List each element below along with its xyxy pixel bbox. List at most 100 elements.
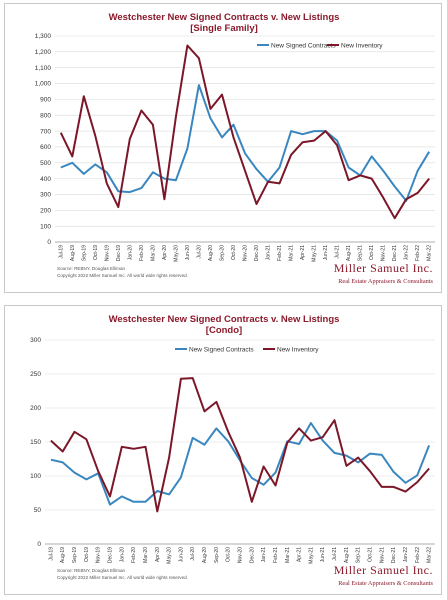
- y-tick-label: 300: [40, 192, 51, 199]
- x-tick-label: May-20: [167, 547, 173, 564]
- x-tick-label: Nov-20: [238, 547, 244, 563]
- x-tick-label: Jan-20: [127, 245, 133, 261]
- x-tick-label: Jul-21: [332, 547, 338, 561]
- x-tick-label: Aug-20: [202, 547, 208, 563]
- y-tick-label: 1,300: [35, 33, 52, 40]
- x-tick-label: Nov-19: [96, 547, 102, 563]
- x-tick-label: Dec-20: [254, 245, 260, 261]
- plot-area: 0 100 200 300 400 500 600 700 800 900 1,000 1,100 1,…: [35, 33, 435, 262]
- x-tick-label: Jul-21: [335, 245, 341, 259]
- x-tick-label: Oct-21: [369, 245, 375, 260]
- x-tick-label: Dec-19: [108, 547, 114, 563]
- source-note: Source: REBNY, Douglas Elliman: [57, 266, 126, 271]
- y-tick-label: 100: [40, 223, 51, 230]
- x-tick-label: Nov-21: [379, 547, 385, 563]
- x-tick-label: Dec-19: [116, 245, 122, 261]
- x-tick-label: May-20: [173, 245, 179, 262]
- plot-area: 0 50 100 150 200 250 300 Jul-19 Aug-19 Sep-19 Oct-…: [30, 337, 435, 564]
- x-tick-label: Sep-21: [356, 547, 362, 563]
- x-tick-label: Feb-20: [131, 547, 137, 563]
- copyright-note: Copyright 2022 Miller Samuel Inc. All wo…: [57, 273, 188, 278]
- x-tick-label: Nov-21: [381, 245, 387, 261]
- y-tick-label: 600: [40, 144, 51, 151]
- x-tick-label: Mar-20: [143, 547, 149, 563]
- x-tick-label: Apr-21: [300, 245, 306, 260]
- y-tick-label: 200: [30, 405, 41, 412]
- series-line-new-inventory: [59, 44, 430, 220]
- y-tick-label: 50: [34, 507, 42, 514]
- x-tick-label: Jun-20: [185, 245, 191, 261]
- x-tick-label: Oct-21: [368, 547, 374, 562]
- x-tick-label: Mar-22: [427, 245, 433, 261]
- y-tick-label: 400: [40, 176, 51, 183]
- x-tick-label: Oct-19: [84, 547, 90, 562]
- x-tick-label: Feb-22: [415, 245, 421, 261]
- condo-chart: Westchester New Signed Contracts v. New …: [30, 314, 435, 587]
- legend-label-new-inventory: New Inventory: [277, 346, 319, 353]
- chart-title: Westchester New Signed Contracts v. New …: [109, 314, 340, 325]
- legend-label-new-inventory: New Inventory: [341, 42, 383, 49]
- y-tick-label: 1,100: [35, 65, 52, 72]
- x-tick-label: May-21: [312, 245, 318, 262]
- x-tick-label: Sep-19: [81, 245, 87, 261]
- x-tick-label: Apr-20: [155, 547, 161, 562]
- y-tick-label: 150: [30, 439, 41, 446]
- x-tick-label: Mar-21: [285, 547, 291, 563]
- x-tick-label: Sep-20: [219, 245, 225, 261]
- legend-label-new-signed-contracts: New Signed Contracts: [271, 42, 336, 49]
- y-tick-label: 500: [40, 160, 51, 167]
- x-tick-label: Jan-21: [266, 245, 272, 261]
- x-tick-label: May-21: [308, 547, 314, 564]
- y-tick-label: 700: [40, 128, 51, 135]
- x-tick-label: Oct-20: [226, 547, 232, 562]
- y-tick-label: 1,000: [35, 81, 52, 88]
- y-tick-label: 0: [37, 541, 41, 548]
- x-tick-label: Jun-21: [320, 547, 326, 563]
- logo-tagline: Real Estate Appraisers & Consultants: [338, 580, 433, 587]
- x-tick-label: Jul-19: [58, 245, 64, 259]
- x-tick-label: Aug-21: [344, 547, 350, 563]
- x-tick-label: Aug-20: [208, 245, 214, 261]
- x-tick-label: Feb-21: [273, 547, 279, 563]
- x-tick-label: Jul-20: [190, 547, 196, 561]
- x-tick-label: Jan-20: [119, 547, 125, 563]
- single-family-chart-panel: Westchester New Signed Contracts v. New …: [4, 3, 442, 293]
- x-tick-label: Feb-20: [139, 245, 145, 261]
- x-tick-label: Sep-21: [358, 245, 364, 261]
- x-tick-label: Aug-19: [60, 547, 66, 563]
- x-tick-label: Feb-21: [277, 245, 283, 261]
- x-tick-label: Jan-21: [261, 547, 267, 563]
- y-tick-label: 800: [40, 112, 51, 119]
- x-tick-label: Nov-19: [104, 245, 110, 261]
- y-tick-label: 300: [30, 337, 41, 344]
- x-tick-label: Nov-20: [243, 245, 249, 261]
- x-tick-label: Dec-21: [392, 245, 398, 261]
- y-tick-label: 200: [40, 208, 51, 215]
- x-tick-label: Jul-20: [196, 245, 202, 259]
- series-line-new-inventory: [50, 377, 430, 513]
- x-tick-label: Jun-20: [178, 547, 184, 563]
- y-tick-label: 900: [40, 97, 51, 104]
- x-tick-label: Sep-20: [214, 547, 220, 563]
- x-tick-label: Dec-20: [249, 547, 255, 563]
- copyright-note: Copyright 2022 Miller Samuel Inc. All wo…: [57, 575, 188, 580]
- x-tick-label: Mar-22: [427, 547, 433, 563]
- source-note: Source: REBNY, Douglas Elliman: [57, 568, 126, 573]
- chart-subtitle: [Condo]: [206, 325, 242, 336]
- x-tick-label: Feb-22: [415, 547, 421, 563]
- x-tick-label: Aug-21: [346, 245, 352, 261]
- x-tick-label: Jun-21: [323, 245, 329, 261]
- x-tick-label: Sep-19: [72, 547, 78, 563]
- chart-subtitle: [Single Family]: [190, 23, 258, 34]
- y-tick-label: 0: [47, 239, 51, 246]
- series-line-new-signed-contracts: [60, 84, 431, 202]
- logo-name: Miller Samuel Inc.: [334, 563, 433, 577]
- y-tick-label: 100: [30, 473, 41, 480]
- x-tick-label: Apr-21: [297, 547, 303, 562]
- x-tick-label: Dec-21: [391, 547, 397, 563]
- single-family-chart: Westchester New Signed Contracts v. New …: [35, 12, 435, 285]
- x-tick-label: Jan-22: [404, 245, 410, 261]
- logo-tagline: Real Estate Appraisers & Consultants: [338, 278, 433, 285]
- x-tick-label: Apr-20: [162, 245, 168, 260]
- legend-label-new-signed-contracts: New Signed Contracts: [189, 346, 254, 353]
